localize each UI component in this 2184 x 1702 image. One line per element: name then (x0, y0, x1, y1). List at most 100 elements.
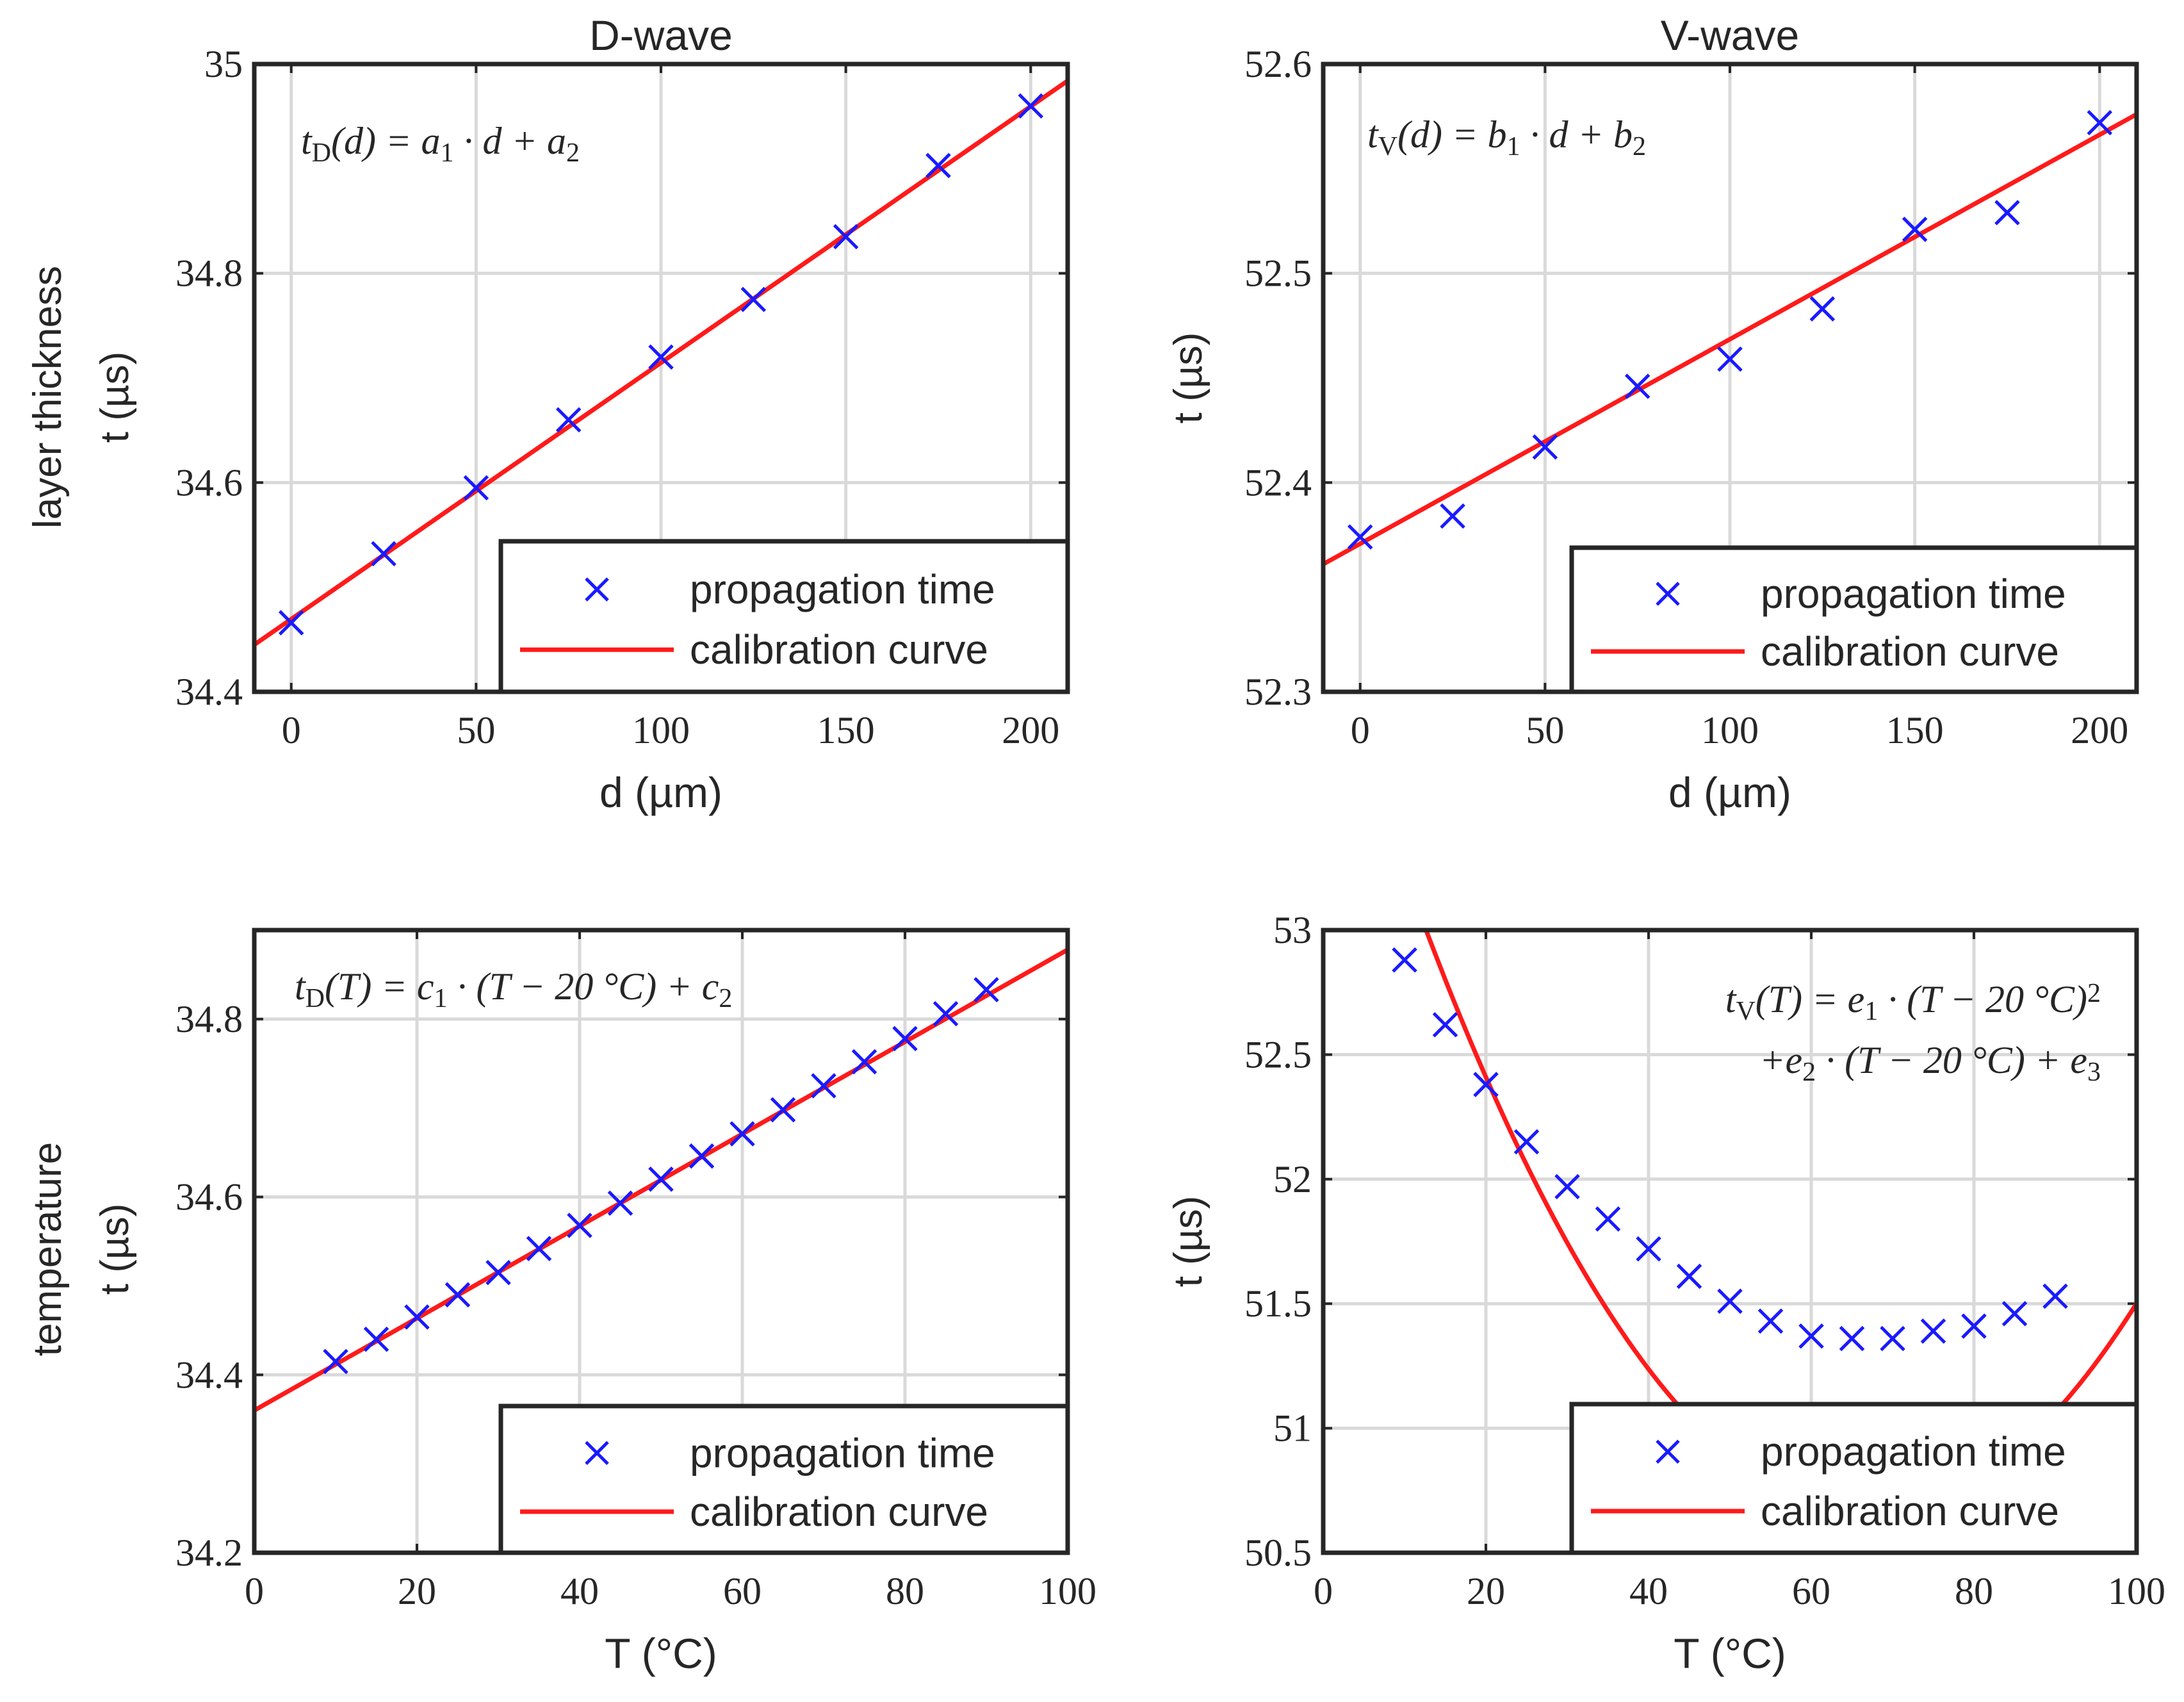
y-tick-label: 51.5 (1244, 1282, 1312, 1325)
x-tick-label: 60 (723, 1570, 762, 1612)
y-tick-label: 34.6 (175, 461, 243, 503)
data-point (1432, 1011, 1458, 1038)
x-axis-label: d (µm) (1668, 769, 1791, 816)
series-layer (254, 78, 1068, 647)
legend-label-propagation: propagation time (1761, 571, 2066, 617)
data-point (1513, 1129, 1540, 1155)
data-point (607, 1190, 633, 1216)
series-layer (1323, 110, 2137, 567)
data-point (1624, 373, 1650, 399)
x-tick-label: 80 (886, 1570, 924, 1612)
data-point (363, 1326, 389, 1352)
data-point (2001, 1300, 2028, 1327)
panel-d-wave-temperature: 0 20 40 60 80 100 34.2 34.4 34.6 34.8 T (°C) tD(T) … (175, 928, 1096, 1677)
data-point (463, 475, 489, 501)
data-point (1717, 346, 1743, 372)
legend-label-propagation: propagation time (690, 1430, 995, 1476)
data-point (648, 344, 674, 370)
y-tick-label: 52 (1273, 1158, 1312, 1200)
row-label-temperature-unit: t (µs) (93, 1204, 137, 1295)
legend: propagation time calibration curve (498, 539, 1070, 694)
x-tick-label: 80 (1955, 1570, 1993, 1612)
data-point (1554, 1174, 1580, 1200)
data-point (278, 610, 304, 635)
equation-line: tD(T) = c1 · (T − 20 °C) + c2 (295, 965, 732, 1013)
y-tick-label: 52.5 (1244, 252, 1312, 295)
equation-line: +e2 · (T − 20 °C) + e3 (1759, 1039, 2101, 1087)
panel-v-wave-thickness: 0 50 100 150 200 52.3 52.4 52.5 52.6 V-wave d (µm)… (1166, 12, 2139, 816)
y-tick-label: 51 (1273, 1407, 1312, 1450)
legend-label-propagation: propagation time (690, 566, 995, 612)
legend: propagation time calibration curve (1569, 1402, 2139, 1555)
y-axis-label: t (µs) (1166, 1196, 1210, 1287)
data-point (740, 286, 767, 313)
x-tick-label: 200 (2071, 709, 2128, 751)
data-point (851, 1049, 877, 1075)
y-tick-label: 34.4 (175, 671, 243, 713)
legend-marker-icon (585, 577, 609, 601)
y-tick-label: 34.8 (175, 252, 243, 295)
row-label-thickness-unit: t (µs) (93, 352, 137, 443)
x-axis-label: d (µm) (599, 769, 722, 816)
chart-title: D-wave (589, 12, 733, 59)
data-point (2087, 110, 2113, 136)
legend-marker-icon (1656, 582, 1680, 606)
data-point (770, 1097, 796, 1123)
data-point (444, 1282, 471, 1308)
data-point (404, 1304, 430, 1330)
x-tick-label: 150 (1886, 709, 1944, 751)
data-point (1676, 1263, 1702, 1289)
data-point (689, 1143, 715, 1169)
chart-title: V-wave (1661, 12, 1799, 59)
x-tick-label: 0 (1314, 1570, 1333, 1612)
x-tick-label: 50 (1526, 709, 1564, 751)
legend-box (1569, 1402, 2139, 1555)
data-point (1839, 1325, 1865, 1352)
x-tick-label: 0 (282, 709, 301, 751)
data-point (555, 407, 582, 433)
data-point (371, 541, 396, 567)
x-tick-label: 60 (1792, 1570, 1830, 1612)
x-tick-label: 50 (457, 709, 495, 751)
data-point (1018, 93, 1044, 119)
y-tick-label: 35 (204, 43, 243, 85)
row-label-temperature: temperature (26, 1142, 70, 1356)
y-tick-label: 34.8 (175, 998, 243, 1040)
data-point (2042, 1283, 2068, 1309)
x-tick-label: 100 (1701, 709, 1759, 751)
legend-label-calibration: calibration curve (690, 626, 988, 673)
x-tick-label: 40 (560, 1570, 599, 1612)
equation-line: tV(d) = b1 · d + b2 (1367, 113, 1646, 161)
x-tick-label: 200 (1002, 709, 1059, 751)
x-tick-label: 0 (245, 1570, 264, 1612)
x-tick-label: 100 (632, 709, 690, 751)
legend: propagation time calibration curve (1569, 545, 2139, 694)
calibration-curve (1323, 111, 2137, 567)
data-point (1798, 1323, 1824, 1349)
data-point (892, 1026, 918, 1052)
y-tick-label: 50.5 (1244, 1532, 1312, 1574)
panel-v-wave-temperature: 0 20 40 60 80 100 50.5 51 51.5 52 52.5 53 T (°C) t (µ… (1166, 909, 2165, 1677)
data-point (1902, 217, 1928, 242)
data-point (485, 1259, 511, 1286)
legend: propagation time calibration curve (498, 1403, 1070, 1555)
data-point (323, 1348, 348, 1375)
data-point (1757, 1308, 1784, 1334)
legend-box (498, 1403, 1070, 1555)
series-layer (254, 947, 1068, 1413)
data-point (1440, 503, 1465, 529)
x-tick-label: 40 (1629, 1570, 1668, 1612)
x-axis-label: T (°C) (605, 1630, 717, 1677)
panel-d-wave-thickness: 0 50 100 150 200 34.4 34.6 34.8 35 D-wave d (µm) tD… (175, 12, 1070, 816)
legend-label-propagation: propagation time (1761, 1428, 2066, 1475)
y-tick-label: 53 (1273, 909, 1312, 951)
y-tick-label: 52.5 (1244, 1033, 1312, 1076)
legend-label-calibration: calibration curve (690, 1489, 988, 1535)
data-point (811, 1073, 836, 1099)
y-tick-label: 34.6 (175, 1176, 243, 1218)
y-tick-label: 52.6 (1244, 43, 1312, 85)
data-point (1636, 1236, 1661, 1262)
row-label-thickness: layer thickness (26, 266, 70, 528)
data-point (1994, 200, 2020, 225)
